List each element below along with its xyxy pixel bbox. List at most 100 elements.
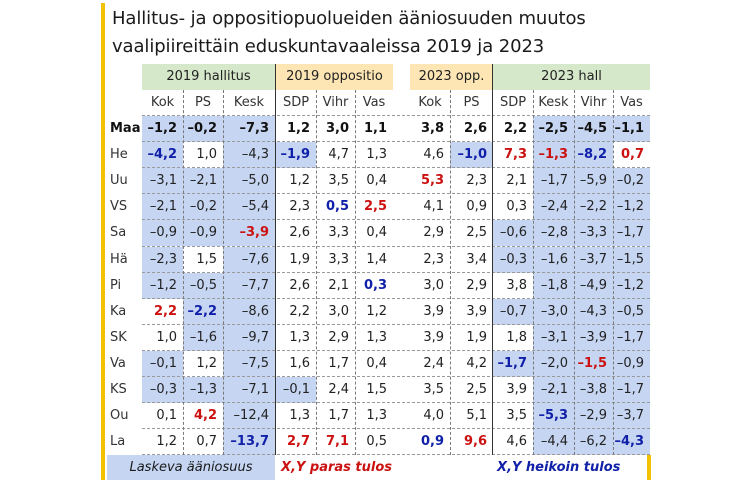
table-cell: –2,1 xyxy=(183,168,223,195)
table-cell: 0,7 xyxy=(620,147,644,163)
table-cell: –2,5 xyxy=(533,116,574,142)
table-cell: –3,1 xyxy=(142,168,183,195)
table-cell: –3,9 xyxy=(223,220,275,247)
table-cell: –8,2 xyxy=(574,142,613,169)
table-cell: 0,4 xyxy=(366,225,387,241)
legend-worst: X,Y heikoin tulos xyxy=(497,460,621,475)
table-cell: 3,3 xyxy=(328,225,349,241)
table-cell: 0,4 xyxy=(366,355,387,371)
group-divider xyxy=(492,64,493,455)
group-label: 2023 hall xyxy=(541,69,602,84)
table-cell: –0,3 xyxy=(493,246,533,273)
row-separator xyxy=(142,219,650,221)
row-separator xyxy=(142,376,650,377)
table-cell: –5,3 xyxy=(533,403,574,430)
table-cell: –0,5 xyxy=(613,298,650,325)
table-cell: 1,1 xyxy=(363,121,387,136)
table-cell: –0,7 xyxy=(493,298,533,325)
table-cell: –7,3 xyxy=(223,116,275,142)
table-cell: –1,7 xyxy=(613,220,650,247)
table-cell: –1,9 xyxy=(276,142,316,169)
table-cell: –1,3 xyxy=(183,377,223,403)
row-label: Ka xyxy=(110,303,127,319)
table-cell: 3,9 xyxy=(423,303,444,319)
table-cell: 3,8 xyxy=(506,277,527,293)
table-cell: 2,1 xyxy=(328,277,349,293)
table-cell: –2,1 xyxy=(142,194,183,221)
table-cell: 1,9 xyxy=(289,251,310,267)
table-cell: 9,6 xyxy=(463,434,487,450)
table-cell: 1,5 xyxy=(366,382,387,397)
table-cell: 4,7 xyxy=(328,147,349,163)
table-cell: –0,2 xyxy=(613,168,650,195)
table-cell: 2,3 xyxy=(423,251,444,267)
table-cell: 2,2 xyxy=(153,303,177,319)
column-divider xyxy=(223,90,224,455)
group-label: 2019 hallitus xyxy=(166,69,251,84)
table-cell: –2,9 xyxy=(574,403,613,430)
row-separator xyxy=(142,323,650,325)
row-label: SK xyxy=(110,329,127,345)
group-header-2019-oppositio: 2019 oppositio xyxy=(276,64,393,90)
table-cell: 3,0 xyxy=(325,121,349,136)
column-header: PS xyxy=(194,95,212,110)
table-cell: 1,2 xyxy=(196,355,217,371)
table-cell: 2,6 xyxy=(289,277,310,293)
table-cell: –3,7 xyxy=(574,246,613,273)
table-cell: –1,2 xyxy=(142,272,183,299)
table-cell: –2,8 xyxy=(533,220,574,247)
header-separator xyxy=(142,115,650,116)
table-cell: –3,0 xyxy=(533,298,574,325)
legend-declining: Laskeva ääniosuus xyxy=(107,455,275,480)
table-cell: –4,4 xyxy=(533,429,574,456)
column-header: Vihr xyxy=(322,95,349,110)
table-cell: –3,7 xyxy=(613,403,650,430)
row-separator xyxy=(142,349,650,351)
table-cell: 0,4 xyxy=(366,173,387,189)
table-cell: 3,8 xyxy=(420,121,444,136)
table-cell: 2,4 xyxy=(423,355,444,371)
row-label: Maa xyxy=(110,121,141,136)
table-cell: 7,3 xyxy=(503,147,527,163)
table-cell: –4,3 xyxy=(574,298,613,325)
table-cell: –3,1 xyxy=(533,324,574,351)
table-cell: 1,3 xyxy=(289,408,310,424)
table-cell: 3,4 xyxy=(466,251,487,267)
table-cell: 1,2 xyxy=(366,303,387,319)
table-cell: 3,5 xyxy=(328,173,349,189)
table-cell: 1,0 xyxy=(196,147,217,163)
column-header: Kok xyxy=(150,95,175,110)
table-cell: 4,0 xyxy=(423,408,444,424)
table-cell: –1,5 xyxy=(574,350,613,377)
column-divider xyxy=(355,90,356,455)
table-cell: –5,9 xyxy=(574,168,613,195)
table-cell: –1,3 xyxy=(533,142,574,169)
table-cell: 2,4 xyxy=(328,382,349,397)
column-header: Vihr xyxy=(580,95,607,110)
table-cell: 1,9 xyxy=(466,329,487,345)
group-divider xyxy=(275,64,276,455)
table-cell: –0,6 xyxy=(493,220,533,247)
table-cell: 2,5 xyxy=(466,382,487,397)
row-separator xyxy=(142,245,650,247)
column-divider xyxy=(574,90,575,455)
table-cell: 3,0 xyxy=(423,277,444,293)
table-cell: 1,5 xyxy=(196,251,217,267)
table-cell: –1,5 xyxy=(613,246,650,273)
table-cell: 1,2 xyxy=(289,173,310,189)
row-separator xyxy=(142,428,650,430)
accent-bar-left xyxy=(101,3,105,480)
table-cell: –13,7 xyxy=(223,429,275,456)
group-label: 2019 oppositio xyxy=(286,69,383,84)
table-cell: 3,9 xyxy=(506,382,527,397)
column-header: PS xyxy=(463,95,480,110)
column-header: Kesk xyxy=(233,95,265,110)
table-cell: 2,5 xyxy=(363,199,387,215)
table-cell: –3,9 xyxy=(574,324,613,351)
title-line-1: Hallitus- ja oppositiopuolueiden ääniosu… xyxy=(112,8,586,29)
table-cell: 4,6 xyxy=(423,147,444,163)
row-separator xyxy=(142,193,650,195)
table-cell: 5,3 xyxy=(420,173,444,189)
table-cell: –0,2 xyxy=(183,194,223,221)
